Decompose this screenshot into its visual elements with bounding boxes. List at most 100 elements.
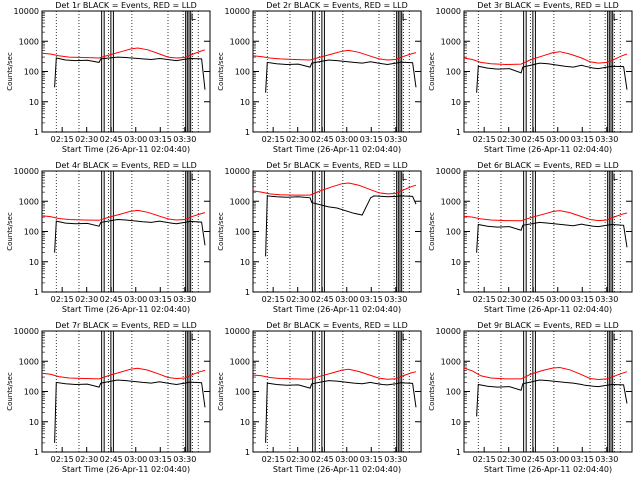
x-tick-label: 03:15 — [571, 455, 594, 464]
x-tick-label: 03:30 — [384, 295, 407, 304]
plot-frame — [463, 170, 633, 293]
x-tick-label: 02:30 — [497, 295, 520, 304]
y-tick-label: 10000 — [436, 167, 461, 176]
x-tick-label: 03:00 — [546, 295, 569, 304]
y-tick-label: 1000 — [19, 37, 39, 46]
y-tick-label: 10 — [451, 98, 461, 107]
x-tick-label: 02:30 — [286, 295, 309, 304]
y-tick-label: 100 — [235, 68, 250, 77]
x-tick-label: 02:15 — [262, 455, 285, 464]
y-tick-label: 10000 — [14, 7, 39, 16]
x-tick-label: 03:00 — [335, 135, 358, 144]
x-tick-label: 02:30 — [75, 135, 98, 144]
panel-title: Det 9r BLACK = Events, RED = LLD — [477, 321, 619, 330]
top-marker-label: L — [613, 333, 618, 343]
x-tick-label: 02:15 — [473, 455, 496, 464]
y-axis-label: Counts/sec — [217, 372, 225, 411]
x-axis-label: Start Time (26-Apr-11 02:04:40) — [62, 465, 190, 474]
panel-title: Det 5r BLACK = Events, RED = LLD — [266, 161, 408, 170]
y-tick-label: 100 — [235, 228, 250, 237]
x-tick-label: 02:15 — [262, 135, 285, 144]
y-tick-label: 10 — [29, 418, 39, 427]
x-tick-label: 02:15 — [51, 455, 74, 464]
y-tick-label: 1000 — [230, 197, 250, 206]
x-tick-label: 02:45 — [311, 455, 334, 464]
x-tick-label: 03:30 — [595, 295, 618, 304]
y-axis-label: Counts/sec — [6, 52, 14, 91]
y-tick-label: 100 — [24, 228, 39, 237]
detector-panel-4: Det 4r BLACK = Events, RED = LLD 1 10 100 10… — [6, 161, 211, 314]
y-tick-label: 1 — [456, 288, 461, 297]
y-tick-label: 10000 — [14, 167, 39, 176]
plot-frame — [41, 170, 211, 293]
y-tick-label: 10 — [29, 98, 39, 107]
y-tick-label: 1 — [34, 128, 39, 137]
x-tick-label: 03:30 — [384, 135, 407, 144]
y-tick-label: 1 — [245, 128, 250, 137]
x-tick-label: 03:15 — [149, 135, 172, 144]
series-events-line — [265, 380, 417, 443]
panel-title: Det 4r BLACK = Events, RED = LLD — [55, 161, 197, 170]
x-tick-label: 03:00 — [335, 295, 358, 304]
x-axis-label: Start Time (26-Apr-11 02:04:40) — [484, 305, 612, 314]
y-tick-label: 100 — [235, 388, 250, 397]
x-tick-label: 02:15 — [51, 135, 74, 144]
panel-title: Det 2r BLACK = Events, RED = LLD — [266, 1, 408, 10]
x-tick-label: 03:15 — [571, 135, 594, 144]
series-lld-line — [41, 367, 206, 380]
x-tick-label: 02:30 — [75, 455, 98, 464]
series-events-line — [54, 56, 206, 90]
top-marker-label: L — [191, 173, 196, 183]
y-tick-label: 10 — [240, 258, 250, 267]
top-marker-label: L — [613, 173, 618, 183]
top-marker-label: L — [613, 13, 618, 23]
series-events-line — [265, 195, 417, 257]
y-tick-label: 10 — [29, 258, 39, 267]
x-axis-label: Start Time (26-Apr-11 02:04:40) — [484, 465, 612, 474]
x-axis-label: Start Time (26-Apr-11 02:04:40) — [62, 305, 190, 314]
x-tick-label: 02:45 — [100, 135, 123, 144]
plot-frame — [463, 330, 633, 453]
detector-panel-8: Det 8r BLACK = Events, RED = LLD 1 10 100 10… — [217, 321, 422, 474]
top-marker-label: L — [402, 333, 407, 343]
detector-panel-1: Det 1r BLACK = Events, RED = LLD 1 10 100 10… — [6, 1, 211, 154]
x-tick-label: 02:15 — [51, 295, 74, 304]
plot-frame — [252, 330, 422, 453]
x-tick-label: 02:30 — [497, 455, 520, 464]
x-tick-label: 03:15 — [360, 455, 383, 464]
x-tick-label: 03:30 — [595, 455, 618, 464]
series-lld-line — [463, 51, 628, 66]
y-tick-label: 1 — [34, 288, 39, 297]
y-tick-label: 10000 — [436, 327, 461, 336]
y-tick-label: 1000 — [19, 357, 39, 366]
panel-title: Det 6r BLACK = Events, RED = LLD — [477, 161, 619, 170]
y-tick-label: 1000 — [441, 197, 461, 206]
x-tick-label: 03:15 — [149, 295, 172, 304]
y-axis-label: Counts/sec — [428, 212, 436, 251]
series-lld-line — [252, 49, 417, 61]
series-events-line — [265, 59, 417, 93]
x-tick-label: 03:30 — [173, 295, 196, 304]
y-tick-label: 1 — [34, 448, 39, 457]
y-tick-label: 100 — [446, 68, 461, 77]
plot-frame — [41, 10, 211, 133]
y-axis-label: Counts/sec — [428, 52, 436, 91]
y-tick-label: 10000 — [225, 167, 250, 176]
x-tick-label: 02:45 — [311, 295, 334, 304]
detector-panel-7: Det 7r BLACK = Events, RED = LLD 1 10 100 10… — [6, 321, 211, 474]
x-tick-label: 02:45 — [522, 135, 545, 144]
plot-frame — [41, 330, 211, 453]
y-tick-label: 1000 — [230, 357, 250, 366]
y-tick-label: 1 — [245, 288, 250, 297]
x-tick-label: 03:30 — [595, 135, 618, 144]
top-marker-label: L — [402, 173, 407, 183]
detector-panel-9: Det 9r BLACK = Events, RED = LLD 1 10 100 10… — [428, 321, 633, 474]
series-events-line — [476, 379, 628, 417]
x-tick-label: 03:00 — [124, 295, 147, 304]
panel-title: Det 1r BLACK = Events, RED = LLD — [55, 1, 197, 10]
y-tick-label: 100 — [24, 388, 39, 397]
series-events-line — [476, 221, 628, 253]
x-tick-label: 02:30 — [497, 135, 520, 144]
series-lld-line — [252, 182, 417, 196]
